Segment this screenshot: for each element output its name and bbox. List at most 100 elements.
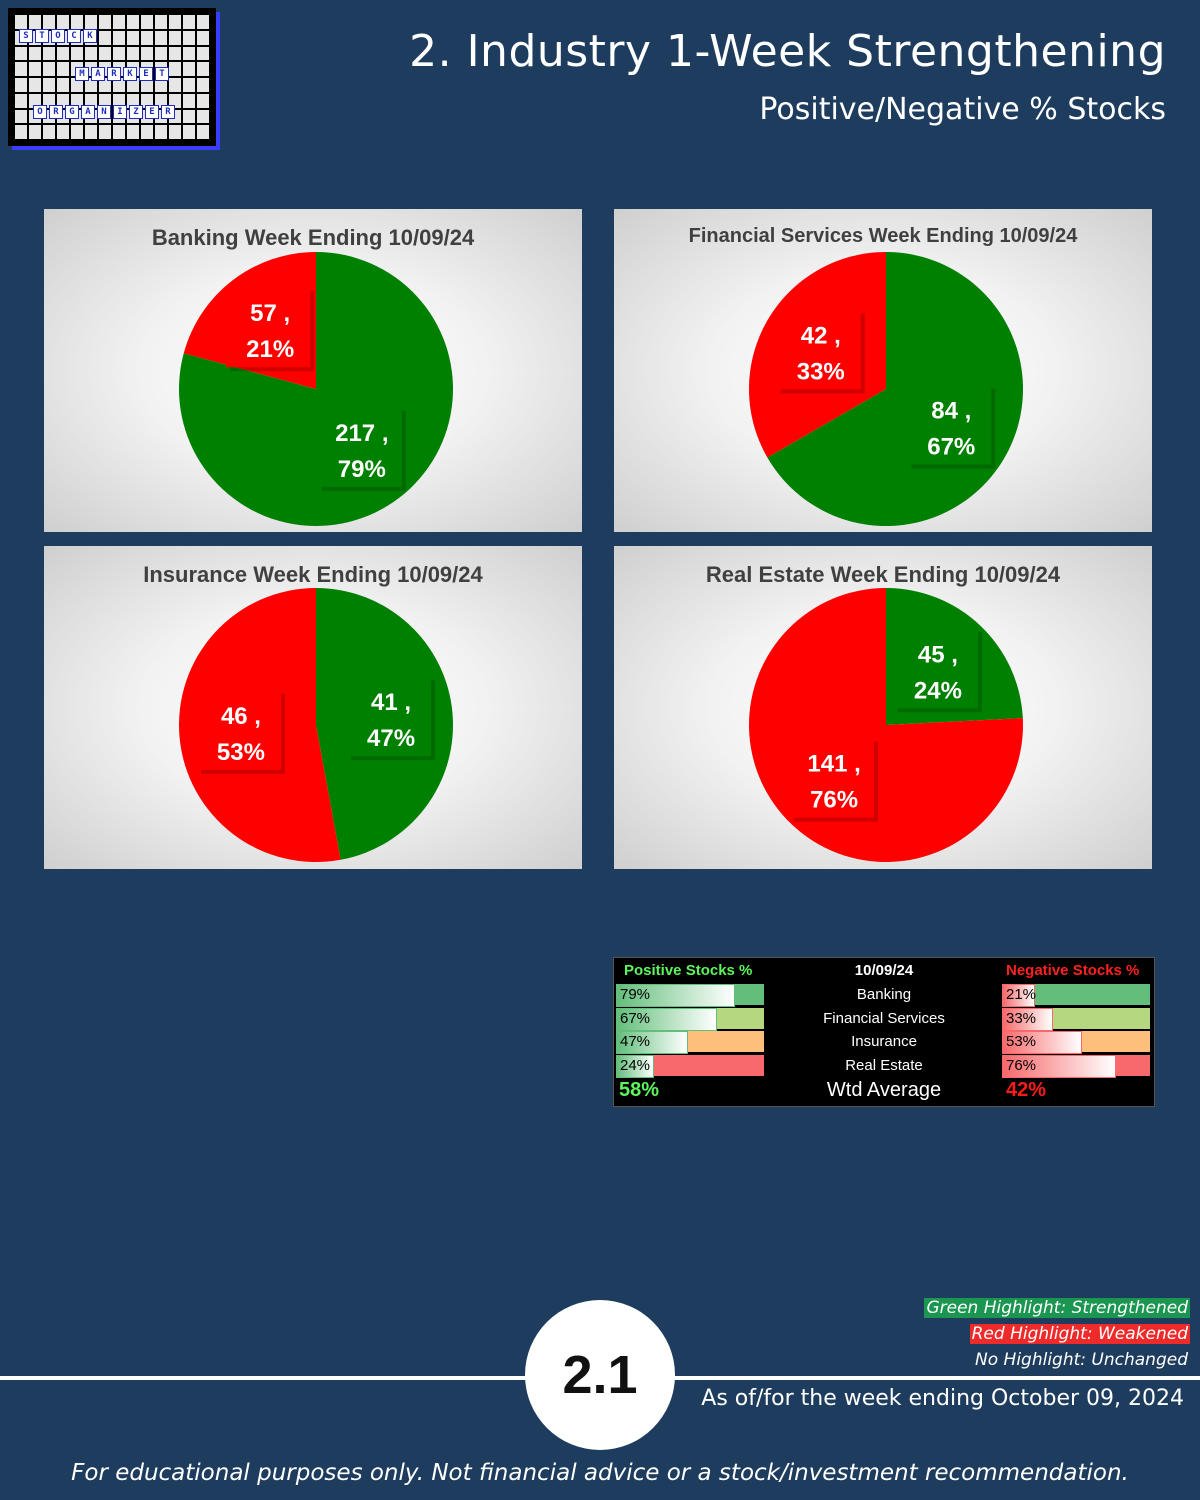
positive-cell: 67% xyxy=(616,1007,764,1031)
summary-table: Positive Stocks % 10/09/24 Negative Stoc… xyxy=(613,957,1155,1107)
chart-title: Real Estate Week Ending 10/09/24 xyxy=(705,562,1061,587)
logo-cell xyxy=(155,93,167,108)
data-label-box xyxy=(790,737,875,818)
logo-cell xyxy=(155,15,167,29)
logo-letter: K xyxy=(83,29,97,43)
data-label-percent: 76% xyxy=(810,787,858,814)
pie-chart-svg: 84 , 67% 42 , 33% xyxy=(749,252,1023,526)
logo-cell xyxy=(113,93,125,108)
data-label-count: 84 , xyxy=(931,398,971,425)
negative-value: 76% xyxy=(1006,1056,1037,1074)
negative-value: 53% xyxy=(1006,1033,1037,1050)
logo-cell xyxy=(169,93,181,108)
logo-cell xyxy=(113,30,125,45)
negative-cell: 53% xyxy=(1002,1031,1150,1054)
logo-cell xyxy=(141,46,153,61)
logo-letter: E xyxy=(145,105,159,119)
negative-cell: 21% xyxy=(1002,984,1150,1007)
logo-cell xyxy=(169,46,181,61)
disclaimer: For educational purposes only. Not finan… xyxy=(71,1460,1129,1486)
negative-value: 21% xyxy=(1006,986,1037,1003)
logo-cell xyxy=(43,15,55,29)
logo-cell xyxy=(127,46,139,61)
industry-name: Real Estate xyxy=(845,1056,923,1074)
logo-cell xyxy=(197,46,209,61)
logo-cell xyxy=(99,30,111,45)
positive-cell: 79% xyxy=(616,984,764,1007)
logo-cell xyxy=(197,30,209,45)
positive-data-bar xyxy=(616,1054,654,1078)
logo-cell xyxy=(183,15,195,29)
negative-data-bar xyxy=(1002,984,1036,1007)
pie-chart-banking: Banking Week Ending 10/09/24 217 , 79% 57 … xyxy=(44,209,582,532)
logo-cell xyxy=(15,62,27,76)
positive-header: Positive Stocks % xyxy=(624,962,753,979)
logo-cell xyxy=(57,125,69,139)
logo-cell xyxy=(57,93,69,108)
logo-cell xyxy=(183,30,195,45)
logo-cell xyxy=(71,125,83,139)
positive-value: 47% xyxy=(620,1033,651,1050)
wtd-average-positive: 58% xyxy=(619,1079,660,1101)
logo-cell xyxy=(29,46,41,61)
data-label-box xyxy=(907,384,992,465)
logo-cell xyxy=(71,93,83,108)
logo-cell xyxy=(113,46,125,61)
as-of-date: As of/for the week ending October 09, 20… xyxy=(701,1386,1184,1411)
positive-data-bar xyxy=(616,1007,718,1031)
logo-letter: A xyxy=(81,105,95,119)
data-label-percent: 47% xyxy=(367,725,415,752)
logo-cell xyxy=(29,15,41,29)
logo-letter: C xyxy=(67,29,81,43)
logo-cell xyxy=(85,46,97,61)
logo-letter: T xyxy=(155,67,169,81)
logo-cell xyxy=(127,93,139,108)
logo-letter: O xyxy=(33,105,47,119)
logo-cell xyxy=(43,46,55,61)
industry-name: Financial Services xyxy=(823,1009,945,1027)
logo-cell xyxy=(57,46,69,61)
data-label-count: 57 , xyxy=(250,300,290,327)
wtd-average-negative: 42% xyxy=(1006,1079,1047,1101)
logo-letter: O xyxy=(51,29,65,43)
logo-letter: A xyxy=(91,67,105,81)
positive-cell: 47% xyxy=(616,1031,764,1054)
logo-cell xyxy=(141,15,153,29)
table-row: 47% Insurance 53% xyxy=(614,1031,1154,1054)
logo-cell xyxy=(169,30,181,45)
logo-cell xyxy=(85,93,97,108)
logo-letter: E xyxy=(139,67,153,81)
data-label-box xyxy=(347,676,432,757)
logo-cell xyxy=(197,78,209,92)
legend-red: Red Highlight: Weakened xyxy=(969,1324,1190,1344)
logo-cell xyxy=(15,46,27,61)
negative-data-bar xyxy=(1002,1054,1117,1078)
logo-cell xyxy=(15,109,27,124)
logo-cell xyxy=(113,78,125,92)
logo-letter: N xyxy=(97,105,111,119)
pie-chart-real-estate: Real Estate Week Ending 10/09/24 45 , 24%… xyxy=(614,546,1152,869)
logo-cell xyxy=(197,93,209,108)
logo-cell xyxy=(183,125,195,139)
legend-red-text: Red Highlight: Weakened xyxy=(969,1324,1190,1344)
data-label-count: 41 , xyxy=(371,689,411,716)
negative-value: 33% xyxy=(1006,1009,1037,1027)
logo-cell xyxy=(43,125,55,139)
wtd-average-label: Wtd Average xyxy=(826,1079,942,1101)
page-number-badge: 2.1 xyxy=(525,1300,675,1450)
logo-cell xyxy=(43,93,55,108)
logo-cell xyxy=(169,15,181,29)
logo-cell xyxy=(197,109,209,124)
data-label-box xyxy=(776,309,861,390)
logo-cell xyxy=(29,78,41,92)
logo-cell xyxy=(71,15,83,29)
positive-data-bar xyxy=(616,1031,688,1054)
data-label-percent: 67% xyxy=(927,434,975,461)
logo-cell xyxy=(85,15,97,29)
logo-cell xyxy=(155,125,167,139)
logo-cell xyxy=(127,125,139,139)
data-label-percent: 21% xyxy=(246,336,294,363)
